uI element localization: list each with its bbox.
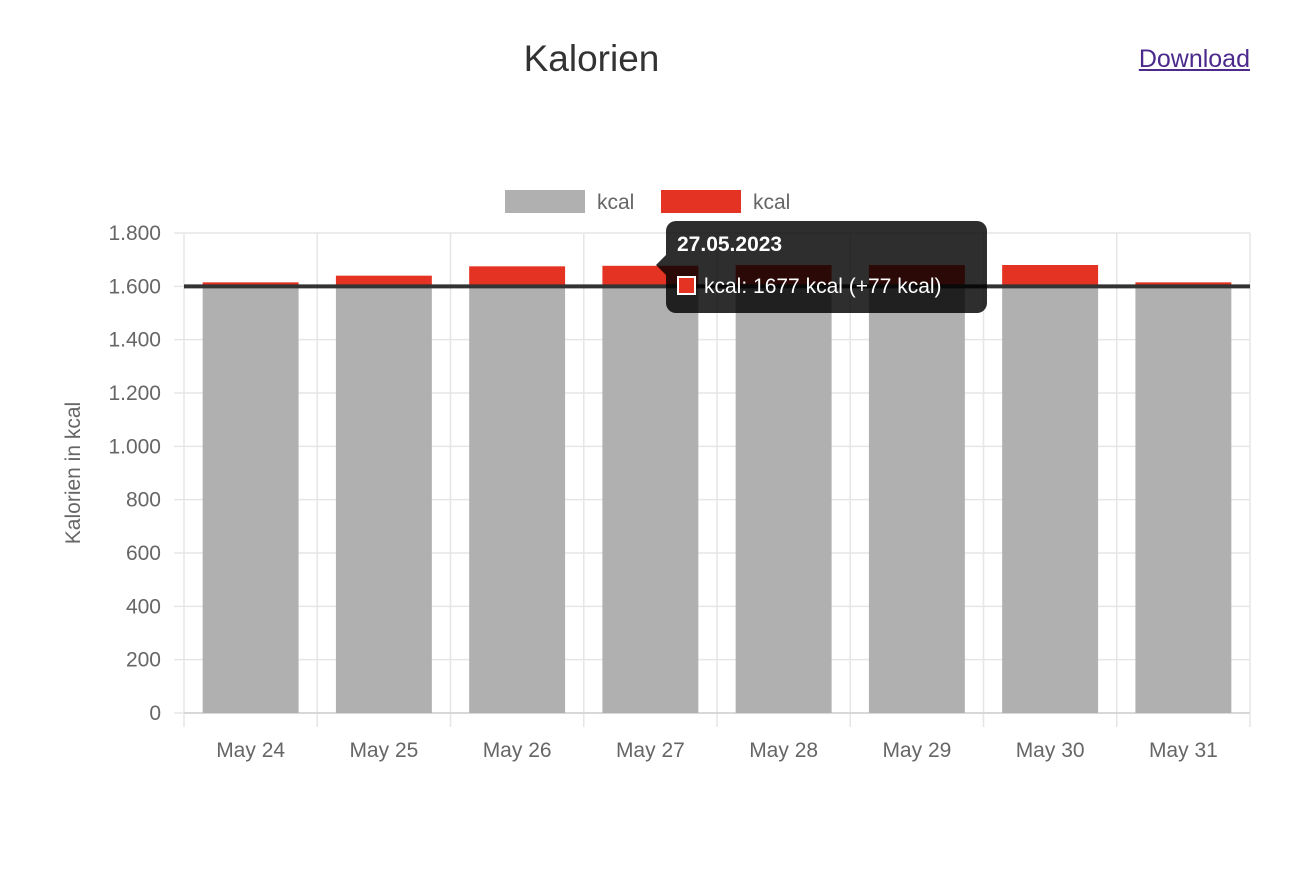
tooltip-caret [656, 255, 666, 275]
bar-excess [469, 266, 566, 287]
y-tick-label: 1.200 [108, 382, 161, 405]
y-ticks: 0 200 400 600 800 1.000 1.200 1.400 1.600 1.800 [108, 222, 161, 725]
y-tick-label: 1.800 [108, 222, 161, 245]
legend[interactable]: kcal kcal [505, 190, 790, 214]
bar-base [469, 286, 566, 713]
bar-excess [1002, 265, 1099, 287]
x-tick-label: May 27 [616, 739, 685, 762]
bar-base [868, 286, 965, 713]
y-tick-label: 600 [126, 542, 161, 565]
tooltip: 27.05.2023 kcal: 1677 kcal (+77 kcal) [656, 221, 987, 313]
x-ticks: May 24 May 25 May 26 May 27 May 28 May 29 May … [216, 739, 1218, 762]
download-link[interactable]: Download [1138, 45, 1250, 73]
y-tick-label: 800 [126, 489, 161, 512]
tooltip-line: kcal: 1677 kcal (+77 kcal) [704, 275, 942, 298]
bar-base [602, 286, 699, 713]
legend-label: kcal [597, 191, 634, 214]
x-tick-label: May 25 [349, 739, 418, 762]
chart-title: Kalorien [523, 38, 660, 79]
bar-base [1002, 286, 1099, 713]
bar-base [202, 286, 299, 713]
tooltip-title: 27.05.2023 [677, 233, 783, 256]
y-tick-label: 0 [149, 702, 161, 725]
bar-base [335, 286, 432, 713]
x-tick-label: May 24 [216, 739, 285, 762]
x-tick-label: May 26 [483, 739, 552, 762]
y-tick-label: 1.400 [108, 329, 161, 352]
x-tick-label: May 28 [749, 739, 818, 762]
bar-excess [335, 275, 432, 287]
legend-label: kcal [753, 191, 790, 214]
bars [184, 265, 1250, 713]
y-tick-label: 200 [126, 649, 161, 672]
y-tick-label: 1.000 [108, 435, 161, 458]
y-tick-label: 1.600 [108, 275, 161, 298]
y-axis-title: Kalorien in kcal [62, 402, 85, 544]
y-tick-label: 400 [126, 595, 161, 618]
bar-base [735, 286, 832, 713]
x-tick-label: May 30 [1016, 739, 1085, 762]
x-tick-label: May 31 [1149, 739, 1218, 762]
legend-swatch [505, 190, 585, 213]
legend-swatch [661, 190, 741, 213]
x-tick-label: May 29 [882, 739, 951, 762]
bar-base [1135, 286, 1232, 713]
tooltip-swatch [677, 276, 696, 295]
